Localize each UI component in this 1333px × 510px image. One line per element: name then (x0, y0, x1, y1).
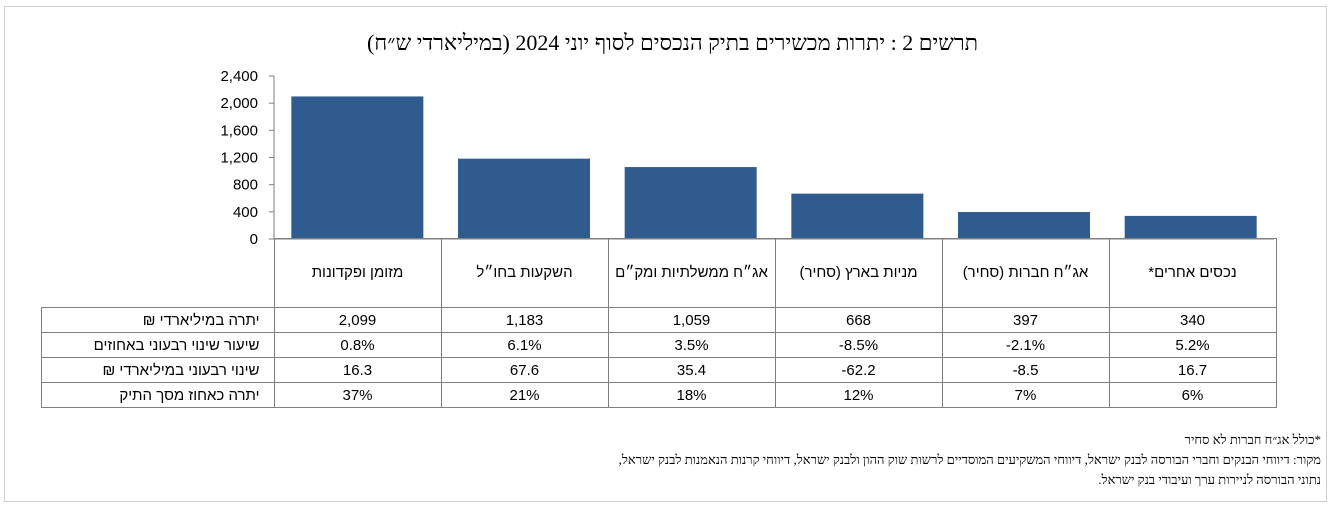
y-tick-label: 800 (233, 177, 258, 194)
table-cell: -8.5 (941, 357, 1110, 383)
footnote-source-line2: נתוני הבורסה לניירות ערך ועיבודי בנק ישר… (1098, 472, 1321, 487)
row-label: שיעור שינוי רבעוני באחוזים (41, 332, 275, 358)
row-label: יתרה במיליארדי ₪ (41, 307, 275, 333)
category-label: נכסים אחרים* (1108, 238, 1277, 308)
table-cell: 3.5% (607, 332, 776, 358)
bar (458, 158, 591, 239)
y-tick-label: 1,600 (220, 122, 258, 139)
footnote-source-line1: מקור: דיווחי הבנקים וחברי הבורסה לבנק יש… (618, 452, 1321, 467)
table-cell: 397 (941, 307, 1110, 333)
table-row: יתרה במיליארדי ₪ 2,099 1,183 1,059 668 3… (41, 307, 1277, 333)
chart-title: תרשים 2 : יתרות מכשירים בתיק הנכסים לסוף… (366, 30, 979, 55)
table-cell: 0.8% (273, 332, 442, 358)
table-cell: 67.6 (440, 357, 609, 383)
table-cell: 37% (273, 382, 442, 408)
bar (291, 96, 424, 239)
bar (624, 167, 757, 239)
blank-corner (41, 238, 275, 308)
y-tick-label: 1,200 (220, 150, 258, 167)
category-label: אג״ח ממשלתיות ומק״ם (607, 238, 776, 308)
table-cell: 6.1% (440, 332, 609, 358)
bar (958, 212, 1091, 239)
bar (791, 193, 924, 239)
table-cell: 35.4 (607, 357, 776, 383)
y-tick-label: 2,400 (220, 68, 258, 85)
table-cell: 16.3 (273, 357, 442, 383)
table-cell: 2,099 (273, 307, 442, 333)
table-cell: 12% (774, 382, 943, 408)
y-tick-label: 2,000 (220, 95, 258, 112)
table-cell: 5.2% (1108, 332, 1277, 358)
category-label: אג״ח חברות (סחיר) (941, 238, 1110, 308)
category-row: מזומן ופקדונות השקעות בחו״ל אג״ח ממשלתיו… (41, 238, 1277, 308)
table-cell: 16.7 (1108, 357, 1277, 383)
table-cell: 1,183 (440, 307, 609, 333)
table-row: שיעור שינוי רבעוני באחוזים 0.8% 6.1% 3.5… (41, 332, 1277, 358)
category-label: מניות בארץ (סחיר) (774, 238, 943, 308)
table-cell: -62.2 (774, 357, 943, 383)
table-cell: 21% (440, 382, 609, 408)
table-cell: -2.1% (941, 332, 1110, 358)
bar (1124, 215, 1257, 239)
table-cell: 668 (774, 307, 943, 333)
y-tick-label: 400 (233, 204, 258, 221)
category-label: השקעות בחו״ל (440, 238, 609, 308)
table-cell: -8.5% (774, 332, 943, 358)
table-cell: 1,059 (607, 307, 776, 333)
data-table: מזומן ופקדונות השקעות בחו״ל אג״ח ממשלתיו… (41, 238, 1277, 408)
table-row: שינוי רבעוני במיליארדי ₪ 16.3 67.6 35.4 … (41, 357, 1277, 383)
table-row: יתרה כאחוז מסך התיק 37% 21% 18% 12% 7% 6… (41, 382, 1277, 408)
row-label: שינוי רבעוני במיליארדי ₪ (41, 357, 275, 383)
table-cell: 6% (1108, 382, 1277, 408)
category-label: מזומן ופקדונות (273, 238, 442, 308)
table-cell: 18% (607, 382, 776, 408)
table-cell: 340 (1108, 307, 1277, 333)
row-label: יתרה כאחוז מסך התיק (41, 382, 275, 408)
table-cell: 7% (941, 382, 1110, 408)
footnote-note: *כולל אג״ח חברות לא סחיר (1184, 432, 1321, 447)
